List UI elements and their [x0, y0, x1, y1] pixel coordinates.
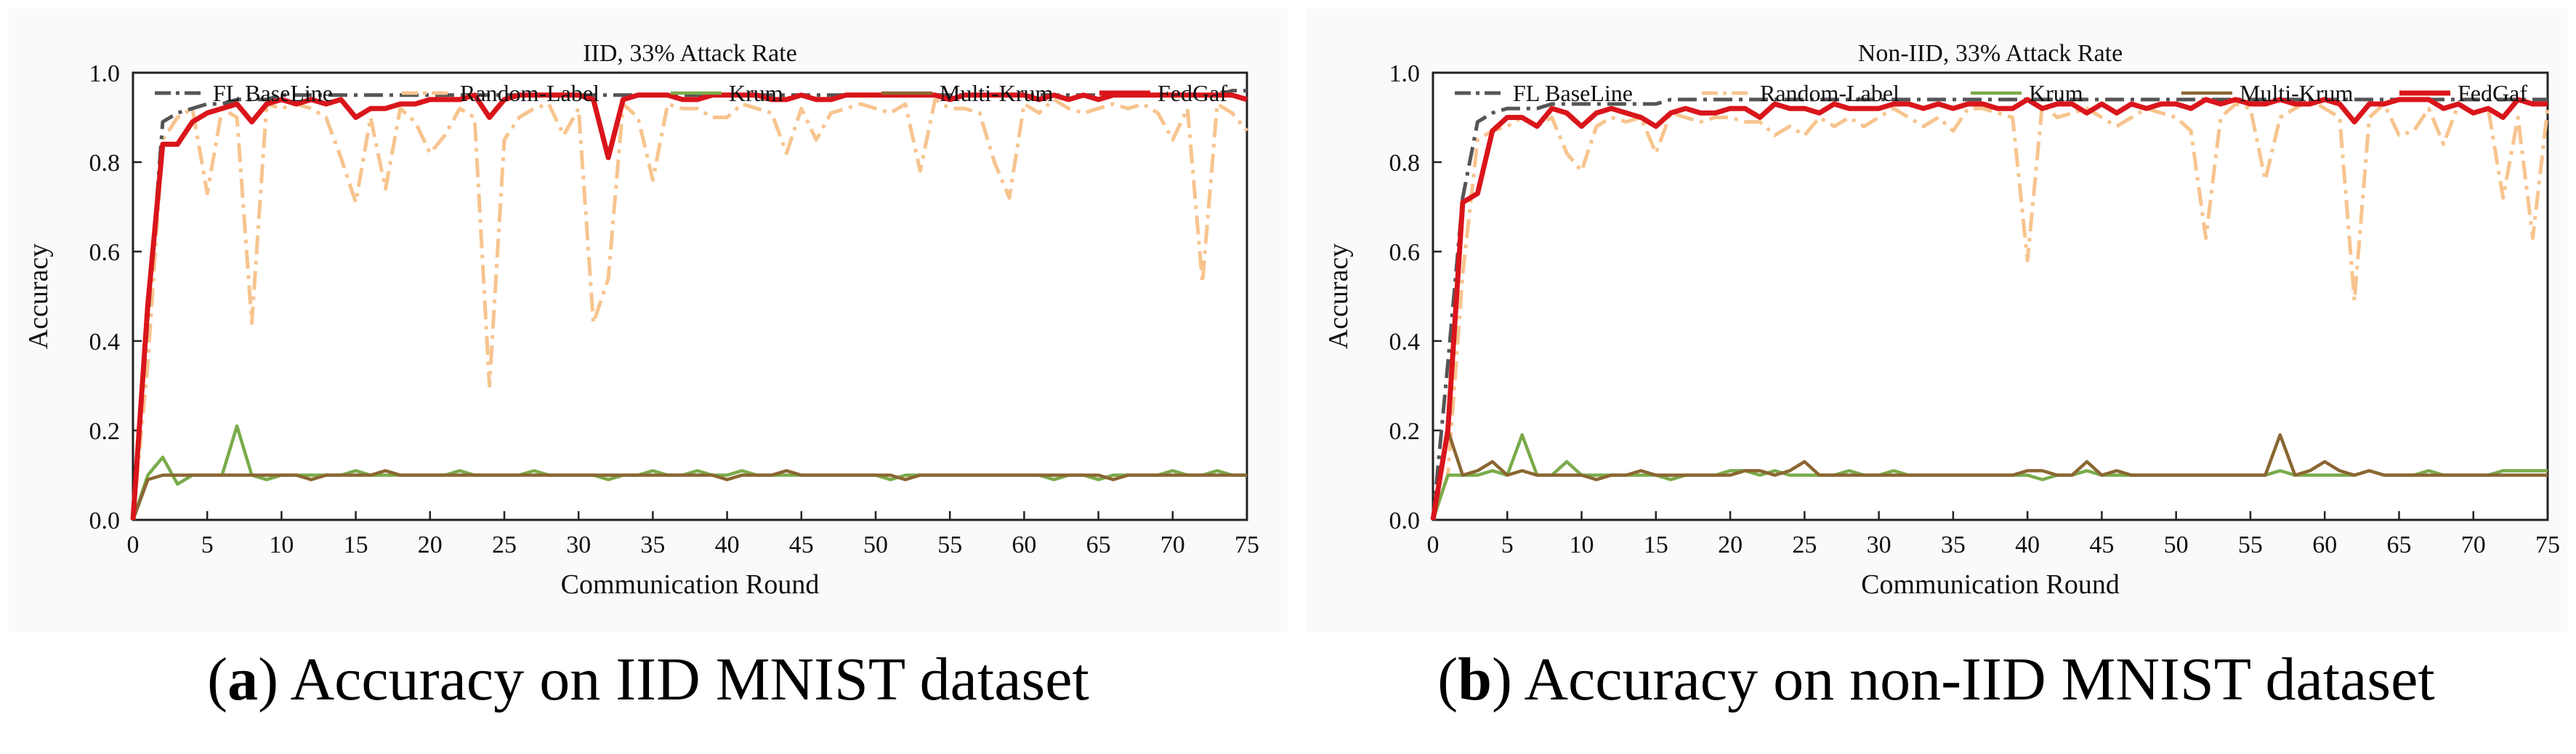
x-tick-label: 30 — [1867, 532, 1891, 558]
x-tick-label: 20 — [1718, 532, 1743, 558]
series-line-random-label — [1431, 97, 2550, 521]
x-tick-label: 50 — [2164, 532, 2189, 558]
x-tick-label: 50 — [863, 532, 888, 558]
chart-title: Non-IID, 33% Attack Rate — [1858, 40, 2123, 67]
caption-text: Accuracy on IID MNIST dataset — [278, 646, 1089, 713]
legend-label-krum: Krum — [729, 80, 783, 106]
x-tick-label: 45 — [789, 532, 814, 558]
legend-label-fedgaf: FedGaf — [1158, 80, 1227, 106]
y-tick-label: 1.0 — [1389, 60, 1421, 87]
x-axis-label: Communication Round — [561, 569, 820, 600]
series-line-random-label — [131, 97, 1248, 521]
y-tick-label: 0.4 — [1389, 329, 1421, 356]
x-tick-label: 60 — [1012, 532, 1036, 558]
y-tick-label: 0.4 — [89, 329, 121, 356]
chart-title: IID, 33% Attack Rate — [583, 40, 797, 67]
y-tick-label: 1.0 — [89, 60, 121, 87]
figure-caption-a: (a) Accuracy on IID MNIST dataset — [0, 640, 1296, 720]
x-tick-label: 65 — [2386, 532, 2411, 558]
caption-close-paren: ) — [258, 646, 279, 713]
caption-letter: b — [1458, 646, 1492, 713]
x-tick-label: 10 — [1570, 532, 1594, 558]
x-tick-label: 35 — [640, 532, 665, 558]
series-line-multi-krum — [131, 469, 1247, 521]
legend-label-fl-baseline: FL BaseLine — [213, 80, 333, 106]
y-tick-label: 0.6 — [89, 239, 121, 266]
y-tick-label: 0.8 — [1389, 150, 1421, 177]
legend-label-multi-krum: Multi-Krum — [940, 80, 1054, 106]
series-line-krum — [131, 424, 1247, 521]
x-tick-label: 30 — [566, 532, 591, 558]
caption-open-paren: ( — [1437, 646, 1458, 713]
x-tick-label: 20 — [418, 532, 443, 558]
x-tick-label: 75 — [2535, 532, 2560, 558]
caption-letter: a — [227, 646, 259, 713]
x-tick-label: 15 — [1644, 532, 1668, 558]
x-tick-label: 70 — [2461, 532, 2486, 558]
x-tick-label: 75 — [1235, 532, 1259, 558]
legend-label-krum: Krum — [2029, 80, 2083, 106]
y-tick-label: 0.6 — [1389, 239, 1421, 266]
y-axis-label: Accuracy — [1323, 244, 1354, 350]
y-axis-label: Accuracy — [23, 244, 54, 350]
figure-caption-b: (b) Accuracy on non-IID MNIST dataset — [1296, 640, 2576, 720]
y-tick-label: 0.0 — [89, 508, 121, 534]
y-tick-label: 0.2 — [89, 418, 121, 445]
legend-label-fl-baseline: FL BaseLine — [1513, 80, 1633, 106]
x-axis-label: Communication Round — [1861, 569, 2120, 600]
x-tick-label: 60 — [2312, 532, 2337, 558]
chart-panel-b: Non-IID, 33% Attack Rate Accuracy Commun… — [1305, 9, 2567, 633]
x-tick-label: 5 — [201, 532, 214, 558]
chart-panel-a: IID, 33% Attack Rate Accuracy Communicat… — [9, 9, 1288, 633]
x-tick-label: 70 — [1160, 532, 1185, 558]
x-tick-label: 25 — [492, 532, 517, 558]
x-tick-label: 15 — [344, 532, 368, 558]
y-tick-label: 0.2 — [1389, 418, 1421, 445]
x-tick-label: 5 — [1501, 532, 1514, 558]
series-line-multi-krum — [1431, 428, 2548, 521]
series-line-fedgaf — [130, 92, 1248, 521]
caption-open-paren: ( — [207, 646, 228, 713]
x-tick-label: 0 — [1427, 532, 1440, 558]
x-tick-label: 40 — [2015, 532, 2040, 558]
x-tick-label: 65 — [1086, 532, 1111, 558]
x-tick-label: 0 — [127, 532, 140, 558]
series-line-fl-baseline — [1431, 97, 2548, 521]
x-tick-label: 10 — [269, 532, 294, 558]
x-tick-label: 55 — [937, 532, 962, 558]
x-tick-label: 45 — [2089, 532, 2114, 558]
legend-label-random-label: Random-Label — [460, 80, 599, 106]
x-tick-label: 55 — [2238, 532, 2263, 558]
plot-frame — [132, 71, 1248, 521]
y-tick-label: 0.0 — [1389, 508, 1421, 534]
legend-label-fedgaf: FedGaf — [2458, 80, 2527, 106]
caption-close-paren: ) — [1491, 646, 1512, 713]
y-tick-label: 0.8 — [89, 150, 121, 177]
plot-frame — [1432, 71, 2549, 521]
series-line-fl-baseline — [131, 89, 1247, 521]
x-tick-label: 40 — [715, 532, 740, 558]
x-tick-label: 35 — [1941, 532, 1966, 558]
series-line-fedgaf — [1430, 97, 2548, 521]
x-tick-label: 25 — [1792, 532, 1817, 558]
caption-text: Accuracy on non-IID MNIST dataset — [1511, 646, 2435, 713]
legend-label-multi-krum: Multi-Krum — [2240, 80, 2354, 106]
legend-label-random-label: Random-Label — [1760, 80, 1899, 106]
